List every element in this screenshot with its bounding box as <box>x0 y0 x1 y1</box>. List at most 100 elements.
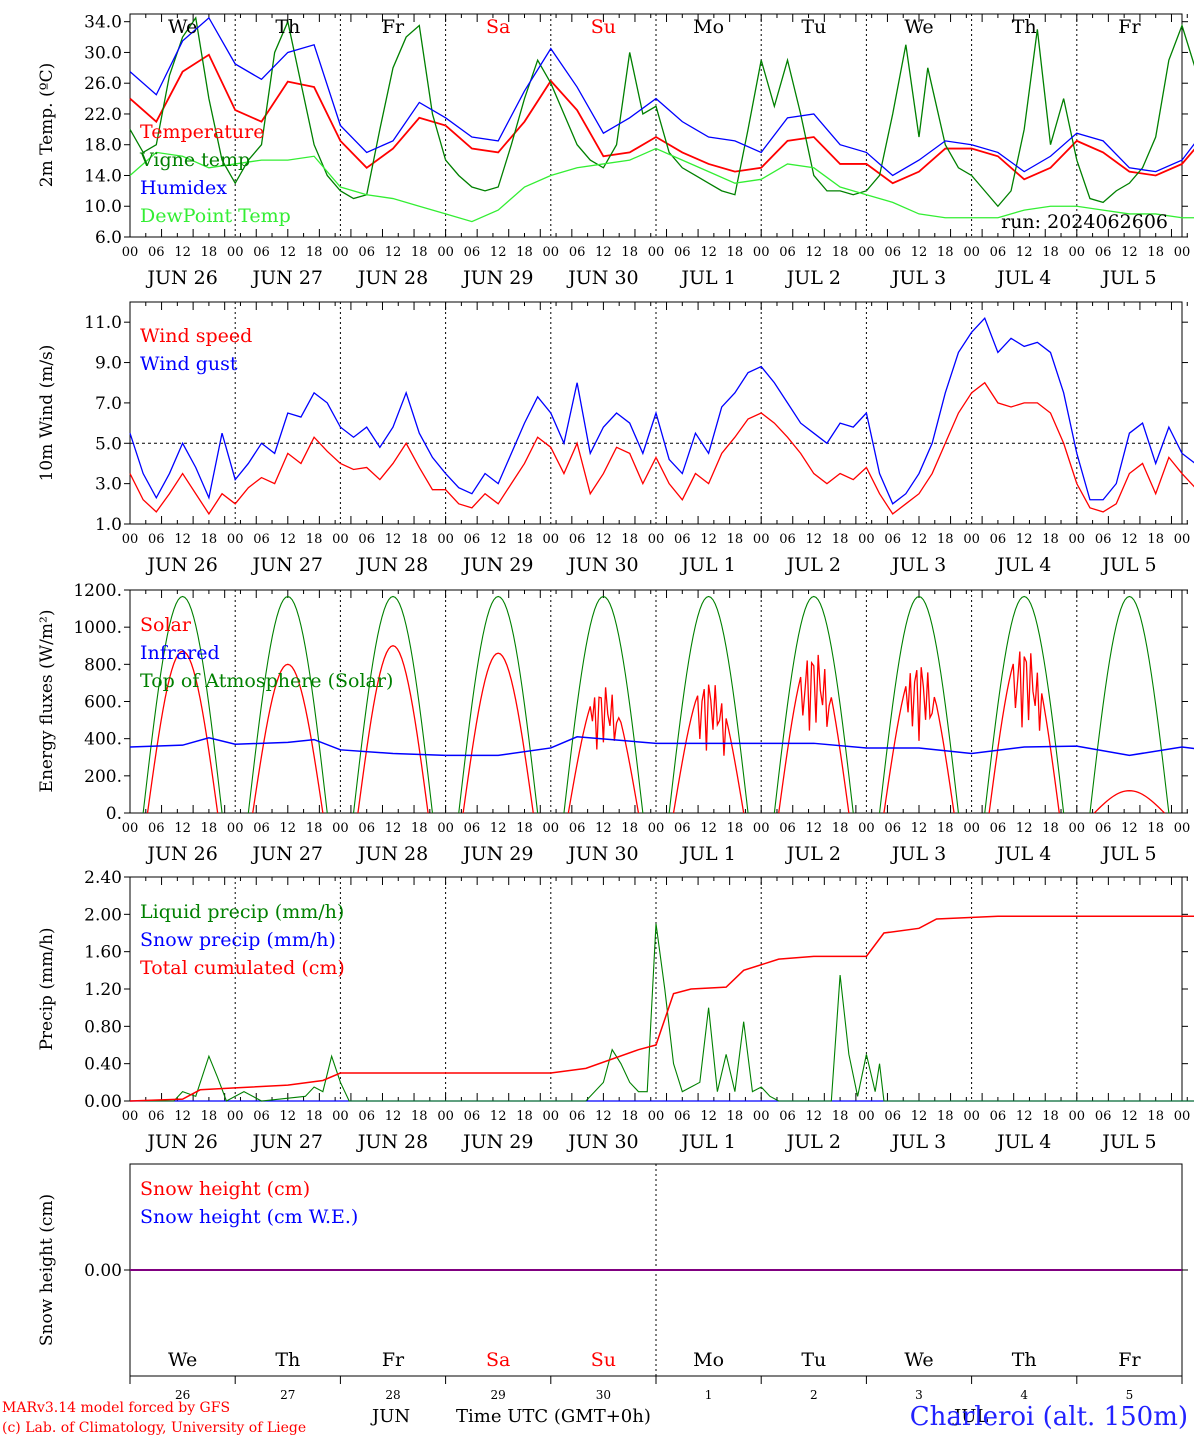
legend-top-of-atmosphere-solar-: Top of Atmosphere (Solar) <box>140 670 393 692</box>
hour-tick-label: 18 <box>937 821 954 836</box>
hour-tick-label: 12 <box>280 245 297 260</box>
hour-tick-label: 12 <box>385 821 402 836</box>
hour-tick-label: 06 <box>358 1109 375 1124</box>
hour-tick-label: 12 <box>806 245 823 260</box>
hour-tick-label: 00 <box>1174 821 1191 836</box>
hour-tick-label: 06 <box>253 245 270 260</box>
hour-tick-label: 18 <box>937 1109 954 1124</box>
hour-tick-label: 18 <box>201 821 218 836</box>
date-label: JUL 2 <box>785 554 841 576</box>
series-vigne-temp <box>129 16 1194 208</box>
hour-tick-label: 00 <box>858 1109 875 1124</box>
day-number-label: 29 <box>491 1388 506 1402</box>
hour-tick-label: 00 <box>858 532 875 547</box>
series-solar <box>1093 790 1165 814</box>
hour-tick-label: 00 <box>122 532 139 547</box>
hour-tick-label: 18 <box>411 821 428 836</box>
hour-tick-label: 12 <box>490 245 507 260</box>
series-wind-gust <box>129 316 1194 505</box>
date-label: JUN 28 <box>356 554 428 576</box>
hour-tick-label: 06 <box>884 532 901 547</box>
series-humidex <box>129 16 1194 177</box>
hour-tick-label: 00 <box>437 821 454 836</box>
hour-tick-label: 00 <box>648 532 665 547</box>
y-tick-label: 7.0 <box>95 394 122 414</box>
hour-tick-label: 18 <box>1042 821 1059 836</box>
legend-wind-speed: Wind speed <box>140 325 252 347</box>
date-label: JUL 2 <box>785 1131 841 1153</box>
legend-infrared: Infrared <box>140 642 220 664</box>
run-annotation: run: 2024062606 <box>1001 211 1168 233</box>
day-number-label: 28 <box>385 1388 400 1402</box>
hour-tick-label: 18 <box>1042 1109 1059 1124</box>
hour-tick-label: 18 <box>1147 245 1164 260</box>
legend-solar: Solar <box>140 614 192 636</box>
legend-dewpoint-temp: DewPoint Temp <box>140 205 291 227</box>
y-tick-label: 0.80 <box>84 1017 122 1037</box>
hour-tick-label: 06 <box>253 821 270 836</box>
y-tick-label: 10.0 <box>84 197 122 217</box>
series-toa-solar <box>142 595 223 814</box>
hour-tick-label: 18 <box>621 1109 638 1124</box>
lab-credit: (c) Lab. of Climatology, University of L… <box>2 1420 307 1436</box>
hour-tick-label: 06 <box>884 1109 901 1124</box>
series-solar <box>567 687 640 814</box>
date-label: JUN 29 <box>461 267 533 289</box>
hour-tick-label: 06 <box>358 821 375 836</box>
hour-tick-label: 00 <box>753 1109 770 1124</box>
weekday-label: Th <box>275 1349 300 1371</box>
hour-tick-label: 18 <box>621 245 638 260</box>
y-tick-label: 2.00 <box>84 905 122 925</box>
series-solar <box>146 650 219 814</box>
y-tick-label: 11.0 <box>84 313 122 333</box>
hour-tick-label: 00 <box>963 821 980 836</box>
hour-tick-label: 18 <box>516 245 533 260</box>
hour-tick-label: 12 <box>1121 532 1138 547</box>
hour-tick-label: 00 <box>1174 1109 1191 1124</box>
hour-tick-label: 06 <box>674 245 691 260</box>
y-tick-label: 6.0 <box>95 228 122 248</box>
date-label: JUL 5 <box>1100 267 1156 289</box>
date-label: JUL 5 <box>1100 1131 1156 1153</box>
hour-tick-label: 00 <box>1174 532 1191 547</box>
date-label: JUN 29 <box>461 554 533 576</box>
hour-tick-label: 12 <box>280 1109 297 1124</box>
date-label: JUN 26 <box>145 843 217 865</box>
series-toa-solar <box>984 595 1065 814</box>
hour-tick-label: 00 <box>227 532 244 547</box>
series-toa-solar <box>879 595 959 814</box>
hour-tick-label: 12 <box>490 1109 507 1124</box>
y-tick-label: 600. <box>84 693 122 713</box>
hour-tick-label: 06 <box>569 532 586 547</box>
series-solar <box>252 663 324 814</box>
hour-tick-label: 12 <box>1121 1109 1138 1124</box>
hour-tick-label: 00 <box>753 245 770 260</box>
hour-tick-label: 12 <box>174 245 191 260</box>
date-label: JUL 3 <box>890 267 946 289</box>
series-liquid-precip <box>130 923 1194 1102</box>
y-axis-label: 10m Wind (m/s) <box>37 345 57 482</box>
weekday-label: We <box>168 1349 197 1371</box>
hour-tick-label: 00 <box>227 821 244 836</box>
hour-tick-label: 00 <box>332 1109 349 1124</box>
hour-tick-label: 18 <box>1147 1109 1164 1124</box>
y-tick-label: 9.0 <box>95 354 122 374</box>
weekday-label: Fr <box>382 1349 405 1371</box>
y-tick-label: 5.0 <box>95 434 122 454</box>
hour-tick-label: 00 <box>227 245 244 260</box>
hour-tick-label: 12 <box>806 532 823 547</box>
y-tick-label: 26.0 <box>84 74 122 94</box>
date-label: JUN 26 <box>145 1131 217 1153</box>
series-solar <box>357 645 429 814</box>
date-label: JUL 2 <box>785 843 841 865</box>
date-label: JUL 4 <box>995 1131 1051 1153</box>
weekday-label: Mo <box>693 1349 724 1371</box>
hour-tick-label: 00 <box>543 245 560 260</box>
day-number-label: 27 <box>280 1388 295 1402</box>
hour-tick-label: 00 <box>753 821 770 836</box>
hour-tick-label: 00 <box>122 1109 139 1124</box>
y-tick-label: 3.0 <box>95 475 122 495</box>
hour-tick-label: 06 <box>148 1109 165 1124</box>
hour-tick-label: 00 <box>1069 1109 1086 1124</box>
hour-tick-label: 06 <box>358 245 375 260</box>
